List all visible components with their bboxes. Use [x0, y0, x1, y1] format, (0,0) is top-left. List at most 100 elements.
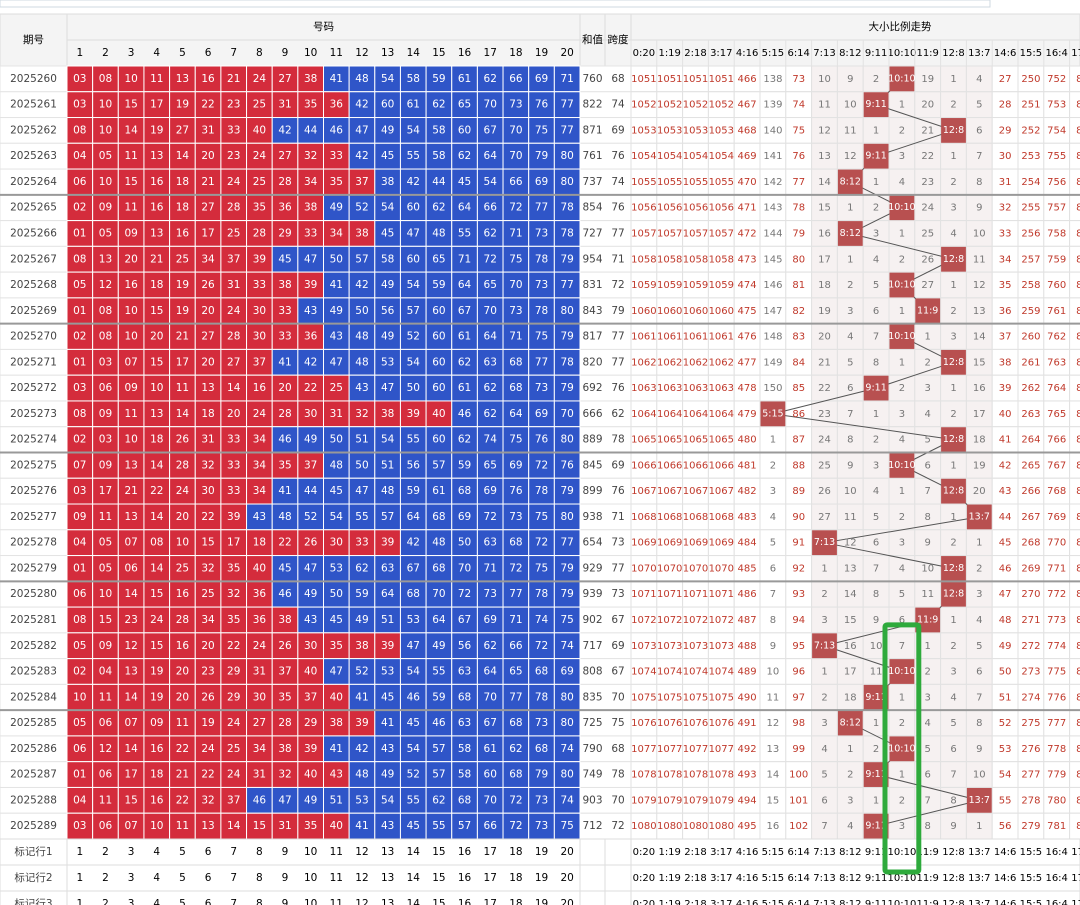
number: 72 [535, 537, 548, 549]
number: 79 [535, 150, 548, 162]
trend-cell [733, 503, 761, 531]
span: 69 [611, 640, 624, 652]
span: 68 [611, 743, 624, 755]
trend-ratio: 13:7 [969, 511, 990, 522]
trend-cell [656, 606, 684, 634]
trend-value: 82 [1076, 280, 1080, 291]
trend-value: 764 [1047, 383, 1066, 394]
trend-value: 2 [950, 409, 956, 420]
trend-value: 1067 [683, 486, 708, 497]
number: 69 [535, 73, 548, 85]
number: 38 [278, 743, 291, 755]
period: 2025260 [10, 73, 57, 85]
trend-cell [1017, 632, 1045, 660]
trend-ratio: 8:12 [840, 718, 861, 729]
sum: 737 [582, 176, 602, 188]
number-cell [374, 194, 401, 222]
trend-cell [914, 194, 942, 222]
trend-cell [965, 271, 993, 299]
number-column-label: 15 [432, 846, 445, 858]
trend-value: 75 [792, 125, 805, 136]
number: 22 [278, 537, 291, 549]
number-column-label: 1 [76, 872, 83, 884]
number: 17 [227, 537, 240, 549]
trend-value: 5 [976, 641, 982, 652]
trend-value: 1053 [709, 125, 734, 136]
number: 80 [560, 150, 573, 162]
trend-value: 1053 [683, 125, 708, 136]
number: 46 [253, 794, 267, 806]
trend-value: 140 [763, 125, 782, 136]
period: 2025268 [10, 279, 57, 291]
number: 66 [509, 73, 523, 85]
number: 75 [560, 820, 573, 832]
number: 64 [458, 279, 472, 291]
number: 45 [458, 176, 471, 188]
trend-value: 766 [1047, 435, 1066, 446]
number: 41 [330, 279, 343, 291]
number: 19 [150, 666, 163, 678]
number: 54 [381, 434, 395, 446]
trend-value: 1 [821, 563, 827, 574]
trend-value: 12 [767, 718, 780, 729]
number-cell [528, 323, 555, 350]
number: 06 [99, 382, 113, 394]
trend-value: 6 [925, 770, 931, 781]
number: 13 [201, 820, 214, 832]
number-cell [92, 245, 119, 273]
number: 24 [176, 485, 190, 497]
trend-cell [733, 323, 761, 350]
trend-value: 7 [847, 409, 853, 420]
span: 71 [611, 253, 624, 265]
number: 49 [381, 124, 394, 136]
number: 75 [535, 562, 548, 574]
trend-value: 1064 [683, 409, 708, 420]
trend-value: 4 [925, 409, 931, 420]
period: 2025270 [10, 331, 57, 343]
trend-value: 5 [925, 744, 931, 755]
number: 48 [355, 73, 368, 85]
trend-value: 775 [1047, 667, 1066, 678]
number: 77 [560, 99, 573, 111]
number-cell [169, 632, 196, 660]
trend-cell [1069, 400, 1080, 428]
trend-ratio: 7:13 [814, 640, 835, 651]
trend-value: 49 [999, 641, 1012, 652]
number: 17 [201, 227, 214, 239]
number-column-label: 5 [179, 47, 186, 59]
number: 42 [407, 176, 420, 188]
number-cell [476, 606, 504, 634]
trend-cell [965, 477, 993, 505]
number: 69 [484, 614, 497, 626]
number: 49 [381, 331, 394, 343]
number-cell [143, 374, 171, 402]
trend-cell [1069, 580, 1080, 608]
trend-cell [1043, 580, 1071, 608]
trend-ratio: 11:9 [917, 614, 938, 625]
span: 79 [611, 305, 624, 317]
trend-cell [811, 348, 838, 376]
trend-value: 87 [792, 435, 805, 446]
trend-value: 1056 [657, 203, 682, 214]
number: 25 [176, 253, 189, 265]
number: 56 [458, 640, 472, 652]
number: 53 [407, 614, 420, 626]
number-column-label: 17 [484, 898, 497, 905]
number-column-label: 7 [230, 846, 237, 858]
number: 19 [176, 99, 189, 111]
number-column-label: 18 [509, 898, 522, 905]
number: 57 [381, 511, 394, 523]
trend-value: 4 [873, 486, 879, 497]
trend-value: 1051 [709, 74, 734, 85]
number: 18 [176, 176, 189, 188]
number-cell [399, 606, 427, 634]
trend-value: 263 [1021, 409, 1040, 420]
number-cell [425, 632, 453, 660]
number-column-label: 5 [179, 846, 186, 858]
number-cell [425, 271, 453, 299]
number: 04 [73, 537, 87, 549]
number: 68 [458, 794, 471, 806]
trend-value: 83 [1076, 512, 1080, 523]
trend-cell [965, 580, 993, 608]
trend-value: 1072 [657, 615, 682, 626]
